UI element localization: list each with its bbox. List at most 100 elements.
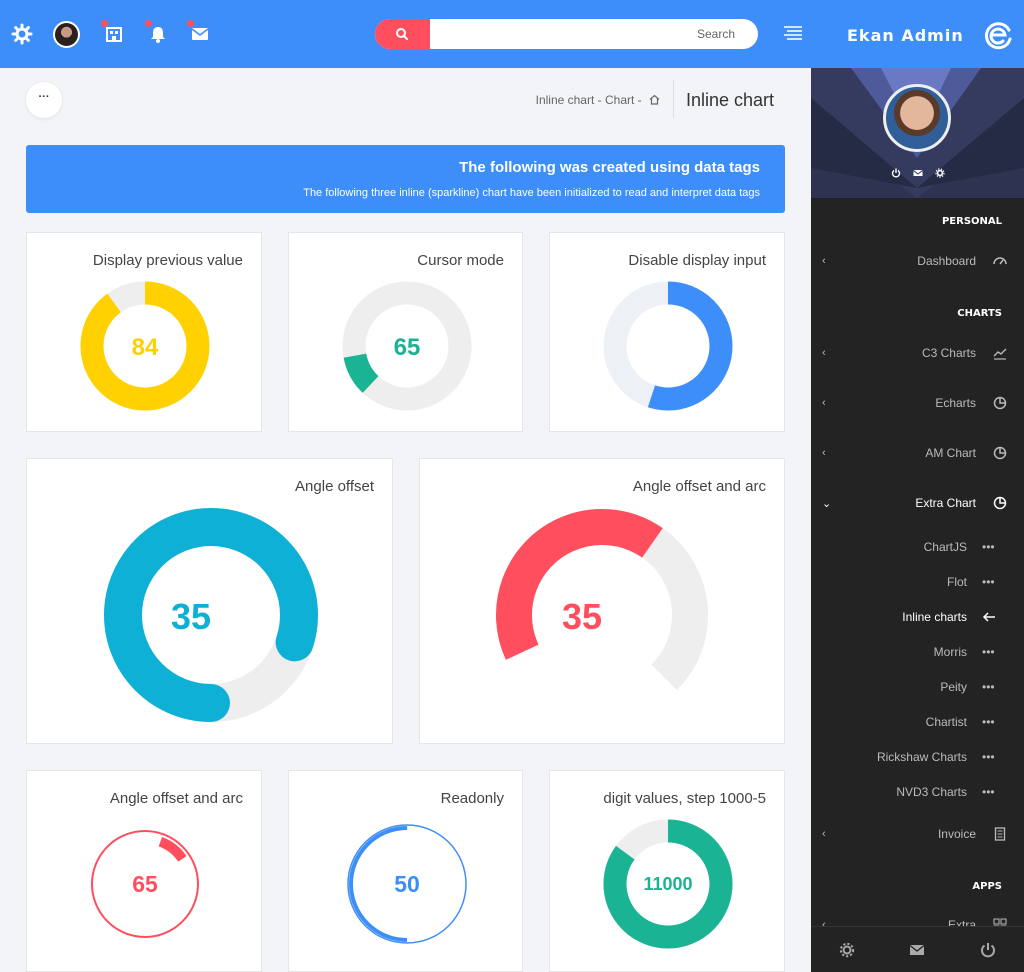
chevron-left-icon: ‹ [822, 828, 826, 840]
knob-card: Readonly 50 [288, 770, 523, 972]
pie-chart-icon [993, 446, 1007, 460]
user-avatar[interactable] [53, 21, 80, 48]
knob-title: Readonly [440, 790, 504, 807]
knob-card: Angle offset and arc 65 [26, 770, 262, 972]
knob-card: Disable display input [549, 232, 785, 432]
sidebar-subitem-nvd3[interactable]: NVD3 Charts ••• [811, 779, 1024, 805]
gear-icon[interactable] [10, 22, 34, 46]
brand-area: Ekan Admin [811, 0, 1024, 68]
search-button[interactable] [375, 19, 430, 49]
knob-readonly[interactable]: 50 [342, 819, 472, 949]
sidebar-subitem-inline-charts[interactable]: Inline charts [811, 604, 1024, 630]
profile-actions [891, 168, 945, 180]
knob-title: Cursor mode [417, 252, 504, 269]
top-header [0, 0, 811, 68]
knob-display-previous[interactable]: 84 [80, 281, 210, 411]
knob-angle-offset-arc[interactable]: 35 [492, 505, 712, 725]
sidebar-subitem-rickshaw[interactable]: Rickshaw Charts ••• [811, 744, 1024, 770]
chevron-left-icon: ‹ [822, 397, 826, 409]
sidebar-item-c3-charts[interactable]: ‹ C3 Charts [811, 338, 1024, 368]
more-dots-icon: ••• [982, 575, 995, 589]
sidebar-item-am-chart[interactable]: ‹ AM Chart [811, 438, 1024, 468]
knob-arc [603, 819, 733, 949]
sidebar-item-label: AM Chart [925, 446, 976, 460]
gear-icon[interactable] [935, 168, 945, 178]
hamburger-icon[interactable] [783, 25, 803, 41]
knob-disable-input[interactable] [603, 281, 733, 411]
sidebar-subitem-label: Inline charts [902, 610, 967, 624]
knob-value: 50 [394, 871, 420, 897]
sidebar-item-label: C3 Charts [921, 346, 976, 360]
sidebar-subitem-label: Flot [946, 575, 967, 589]
knob-title: Display previous value [92, 252, 243, 269]
profile-photo[interactable] [883, 84, 951, 152]
banner-title: The following was created using data tag… [459, 159, 760, 176]
sidebar-item-dashboard[interactable]: ‹ Dashboard [811, 246, 1024, 276]
knob-value: 84 [132, 334, 159, 361]
info-banner: The following was created using data tag… [26, 145, 785, 213]
search-icon [396, 28, 408, 40]
brand-logo-icon[interactable] [983, 20, 1013, 50]
more-dots-icon: ••• [982, 680, 995, 694]
power-icon[interactable] [980, 942, 996, 958]
knob-angle-offset[interactable]: 35 [101, 505, 321, 725]
knob-card: Cursor mode 65 [288, 232, 523, 432]
sidebar-subitem-label: Morris [933, 645, 967, 659]
knob-arc [104, 508, 318, 722]
search-bar [375, 19, 758, 49]
knob-arc [349, 826, 465, 942]
nav-section-charts: CHARTS [957, 308, 1002, 319]
pie-chart-icon [993, 396, 1007, 410]
sidebar-subitem-chartist[interactable]: Chartist ••• [811, 709, 1024, 735]
sidebar-subitem-label: Peity [940, 680, 967, 694]
chevron-left-icon: ‹ [822, 919, 826, 931]
mail-icon[interactable] [909, 942, 925, 958]
sidebar-subitem-peity[interactable]: Peity ••• [811, 674, 1024, 700]
sidebar-item-echarts[interactable]: ‹ Echarts [811, 388, 1024, 418]
more-dots-icon: ••• [982, 785, 995, 799]
knob-cursor-mode[interactable]: 65 [342, 281, 472, 411]
power-icon[interactable] [891, 168, 901, 178]
knob-value: 65 [132, 871, 158, 897]
breadcrumb-divider [673, 80, 674, 118]
breadcrumb: Inline chart - Chart - [470, 93, 660, 107]
building-icon[interactable] [101, 20, 128, 46]
nav-section-apps: APPS [972, 881, 1002, 892]
knob-card: digit values, step 1000-5 11000 [549, 770, 785, 972]
knob-card: Angle offset and arc 35 [419, 458, 785, 744]
sidebar-item-label: Echarts [935, 396, 976, 410]
brand-title[interactable]: Ekan Admin [847, 26, 964, 45]
sidebar-subitem-flot[interactable]: Flot ••• [811, 569, 1024, 595]
knob-value: 35 [171, 596, 211, 637]
mail-icon[interactable] [187, 20, 214, 46]
knob-arc [603, 281, 733, 411]
home-icon[interactable] [649, 94, 660, 105]
gear-icon[interactable] [839, 942, 855, 958]
sidebar-subitem-label: Chartist [925, 715, 967, 729]
sidebar: PERSONAL ‹ Dashboard CHARTS ‹ C3 Charts … [811, 68, 1024, 972]
sidebar-item-label: Invoice [937, 827, 976, 841]
sidebar-item-extra-chart[interactable]: ⌄ Extra Chart [811, 488, 1024, 518]
speedometer-icon [993, 257, 1007, 265]
breadcrumb-text[interactable]: Inline chart - Chart - [535, 93, 642, 107]
line-chart-icon [993, 348, 1007, 360]
mail-icon[interactable] [913, 168, 923, 178]
more-dots-icon: ••• [982, 540, 995, 554]
knob-value: 11000 [643, 874, 692, 894]
invoice-icon [994, 827, 1006, 841]
knob-digit-values[interactable]: 11000 [603, 819, 733, 949]
sidebar-subitem-morris[interactable]: Morris ••• [811, 639, 1024, 665]
sidebar-footer [811, 926, 1024, 972]
page-title: Inline chart [686, 90, 775, 110]
chevron-left-icon: ‹ [822, 255, 826, 267]
more-options-button[interactable]: ··· [26, 82, 62, 118]
more-dots-icon: ••• [982, 645, 995, 659]
chevron-down-icon: ⌄ [822, 498, 832, 510]
sidebar-subitem-chartjs[interactable]: ChartJS ••• [811, 534, 1024, 560]
chevron-left-icon: ‹ [822, 347, 826, 359]
search-input[interactable] [435, 19, 735, 49]
knob-arc [80, 281, 210, 411]
bell-icon[interactable] [145, 20, 172, 46]
knob-angle-offset-arc-small[interactable]: 65 [80, 819, 210, 949]
sidebar-item-invoice[interactable]: ‹ Invoice [811, 819, 1024, 849]
